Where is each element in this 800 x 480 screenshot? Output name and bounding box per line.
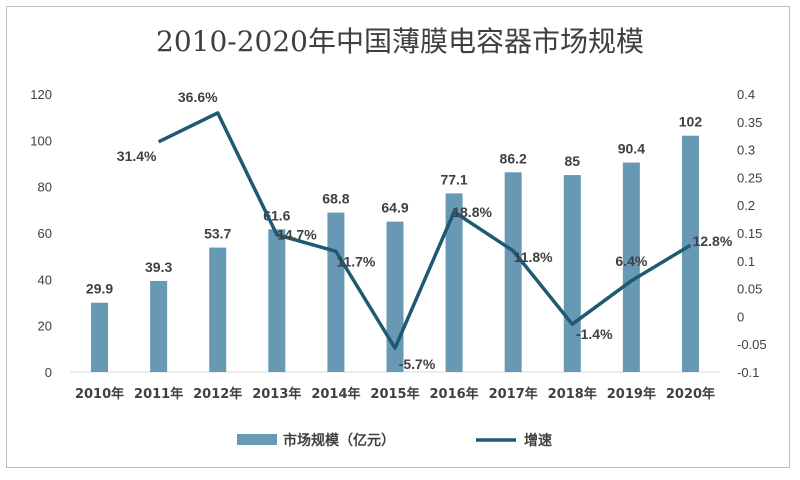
- right-axis-tick-label: -0.1: [737, 365, 759, 380]
- right-axis-tick-label: 0.1: [737, 254, 755, 269]
- line-data-label: 11.7%: [336, 253, 375, 269]
- bar: [622, 162, 640, 372]
- bar-data-label: 86.2: [500, 150, 527, 166]
- right-axis-tick-label: 0.05: [737, 282, 762, 297]
- left-axis-tick-label: 0: [45, 365, 52, 380]
- x-axis-tick-label: 2014年: [311, 386, 360, 402]
- x-axis-tick-label: 2010年: [75, 386, 124, 402]
- line-data-label: 6.4%: [615, 253, 647, 269]
- x-axis-tick-label: 2013年: [252, 386, 301, 402]
- bar: [209, 247, 227, 372]
- bar-data-label: 64.9: [381, 200, 408, 216]
- left-axis-tick-label: 40: [38, 272, 52, 287]
- bar-data-label: 53.7: [204, 226, 231, 242]
- left-axis-tick-label: 20: [38, 319, 52, 334]
- x-axis-tick-label: 2019年: [607, 386, 656, 402]
- line-data-label: 31.4%: [117, 148, 157, 164]
- bar-data-label: 90.4: [618, 141, 645, 157]
- line-data-label: -5.7%: [399, 356, 436, 372]
- left-axis-tick-label: 60: [38, 226, 52, 241]
- right-axis-tick-label: 0: [737, 309, 744, 324]
- bar-data-label: 29.9: [86, 281, 113, 297]
- legend-line-label: 增速: [524, 432, 552, 449]
- x-axis-tick-label: 2016年: [429, 386, 478, 402]
- bar: [327, 212, 345, 372]
- bar: [563, 175, 581, 372]
- bar: [681, 135, 699, 372]
- right-axis-tick-label: 0.4: [737, 87, 755, 102]
- bar: [150, 280, 168, 372]
- line-data-label: 12.8%: [693, 233, 733, 249]
- right-axis-tick-label: 0.2: [737, 198, 755, 213]
- bar: [91, 302, 109, 372]
- right-axis-tick-label: 0.3: [737, 143, 755, 158]
- growth-line: [157, 111, 692, 350]
- left-axis-tick-label: 120: [30, 87, 52, 102]
- x-axis-tick-label: 2020年: [666, 386, 715, 402]
- x-axis-tick-label: 2017年: [489, 386, 538, 402]
- left-axis-tick-label: 100: [30, 133, 52, 148]
- legend-bar-swatch: [237, 434, 277, 445]
- line-data-label: 11.8%: [514, 249, 553, 265]
- right-axis-tick-label: -0.05: [737, 337, 767, 352]
- line-data-label: 18.8%: [452, 204, 492, 220]
- right-axis-tick-label: 0.35: [737, 115, 762, 130]
- bar-data-label: 39.3: [145, 259, 172, 275]
- x-axis-tick-label: 2018年: [548, 386, 597, 402]
- right-axis-tick-label: 0.25: [737, 170, 762, 185]
- right-axis-tick-label: 0.15: [737, 226, 762, 241]
- bar-data-label: 102: [679, 114, 703, 130]
- bar: [268, 229, 286, 372]
- bar: [445, 193, 463, 372]
- chart-title: 2010-2020年中国薄膜电容器市场规模: [156, 25, 644, 58]
- x-axis-tick-label: 2015年: [370, 386, 419, 402]
- x-axis-tick-label: 2012年: [193, 386, 242, 402]
- left-axis-tick-label: 80: [38, 180, 52, 195]
- x-axis-tick-label: 2011年: [134, 386, 183, 402]
- bar-data-label: 85: [564, 153, 580, 169]
- legend-bar-label: 市场规模（亿元）: [283, 432, 395, 449]
- line-data-label: 14.7%: [277, 227, 317, 243]
- line-data-label: -1.4%: [576, 326, 613, 342]
- bar-data-label: 77.1: [440, 171, 467, 187]
- line-data-label: 36.6%: [178, 89, 218, 105]
- bar: [504, 172, 522, 372]
- bar-data-label: 68.8: [322, 191, 349, 207]
